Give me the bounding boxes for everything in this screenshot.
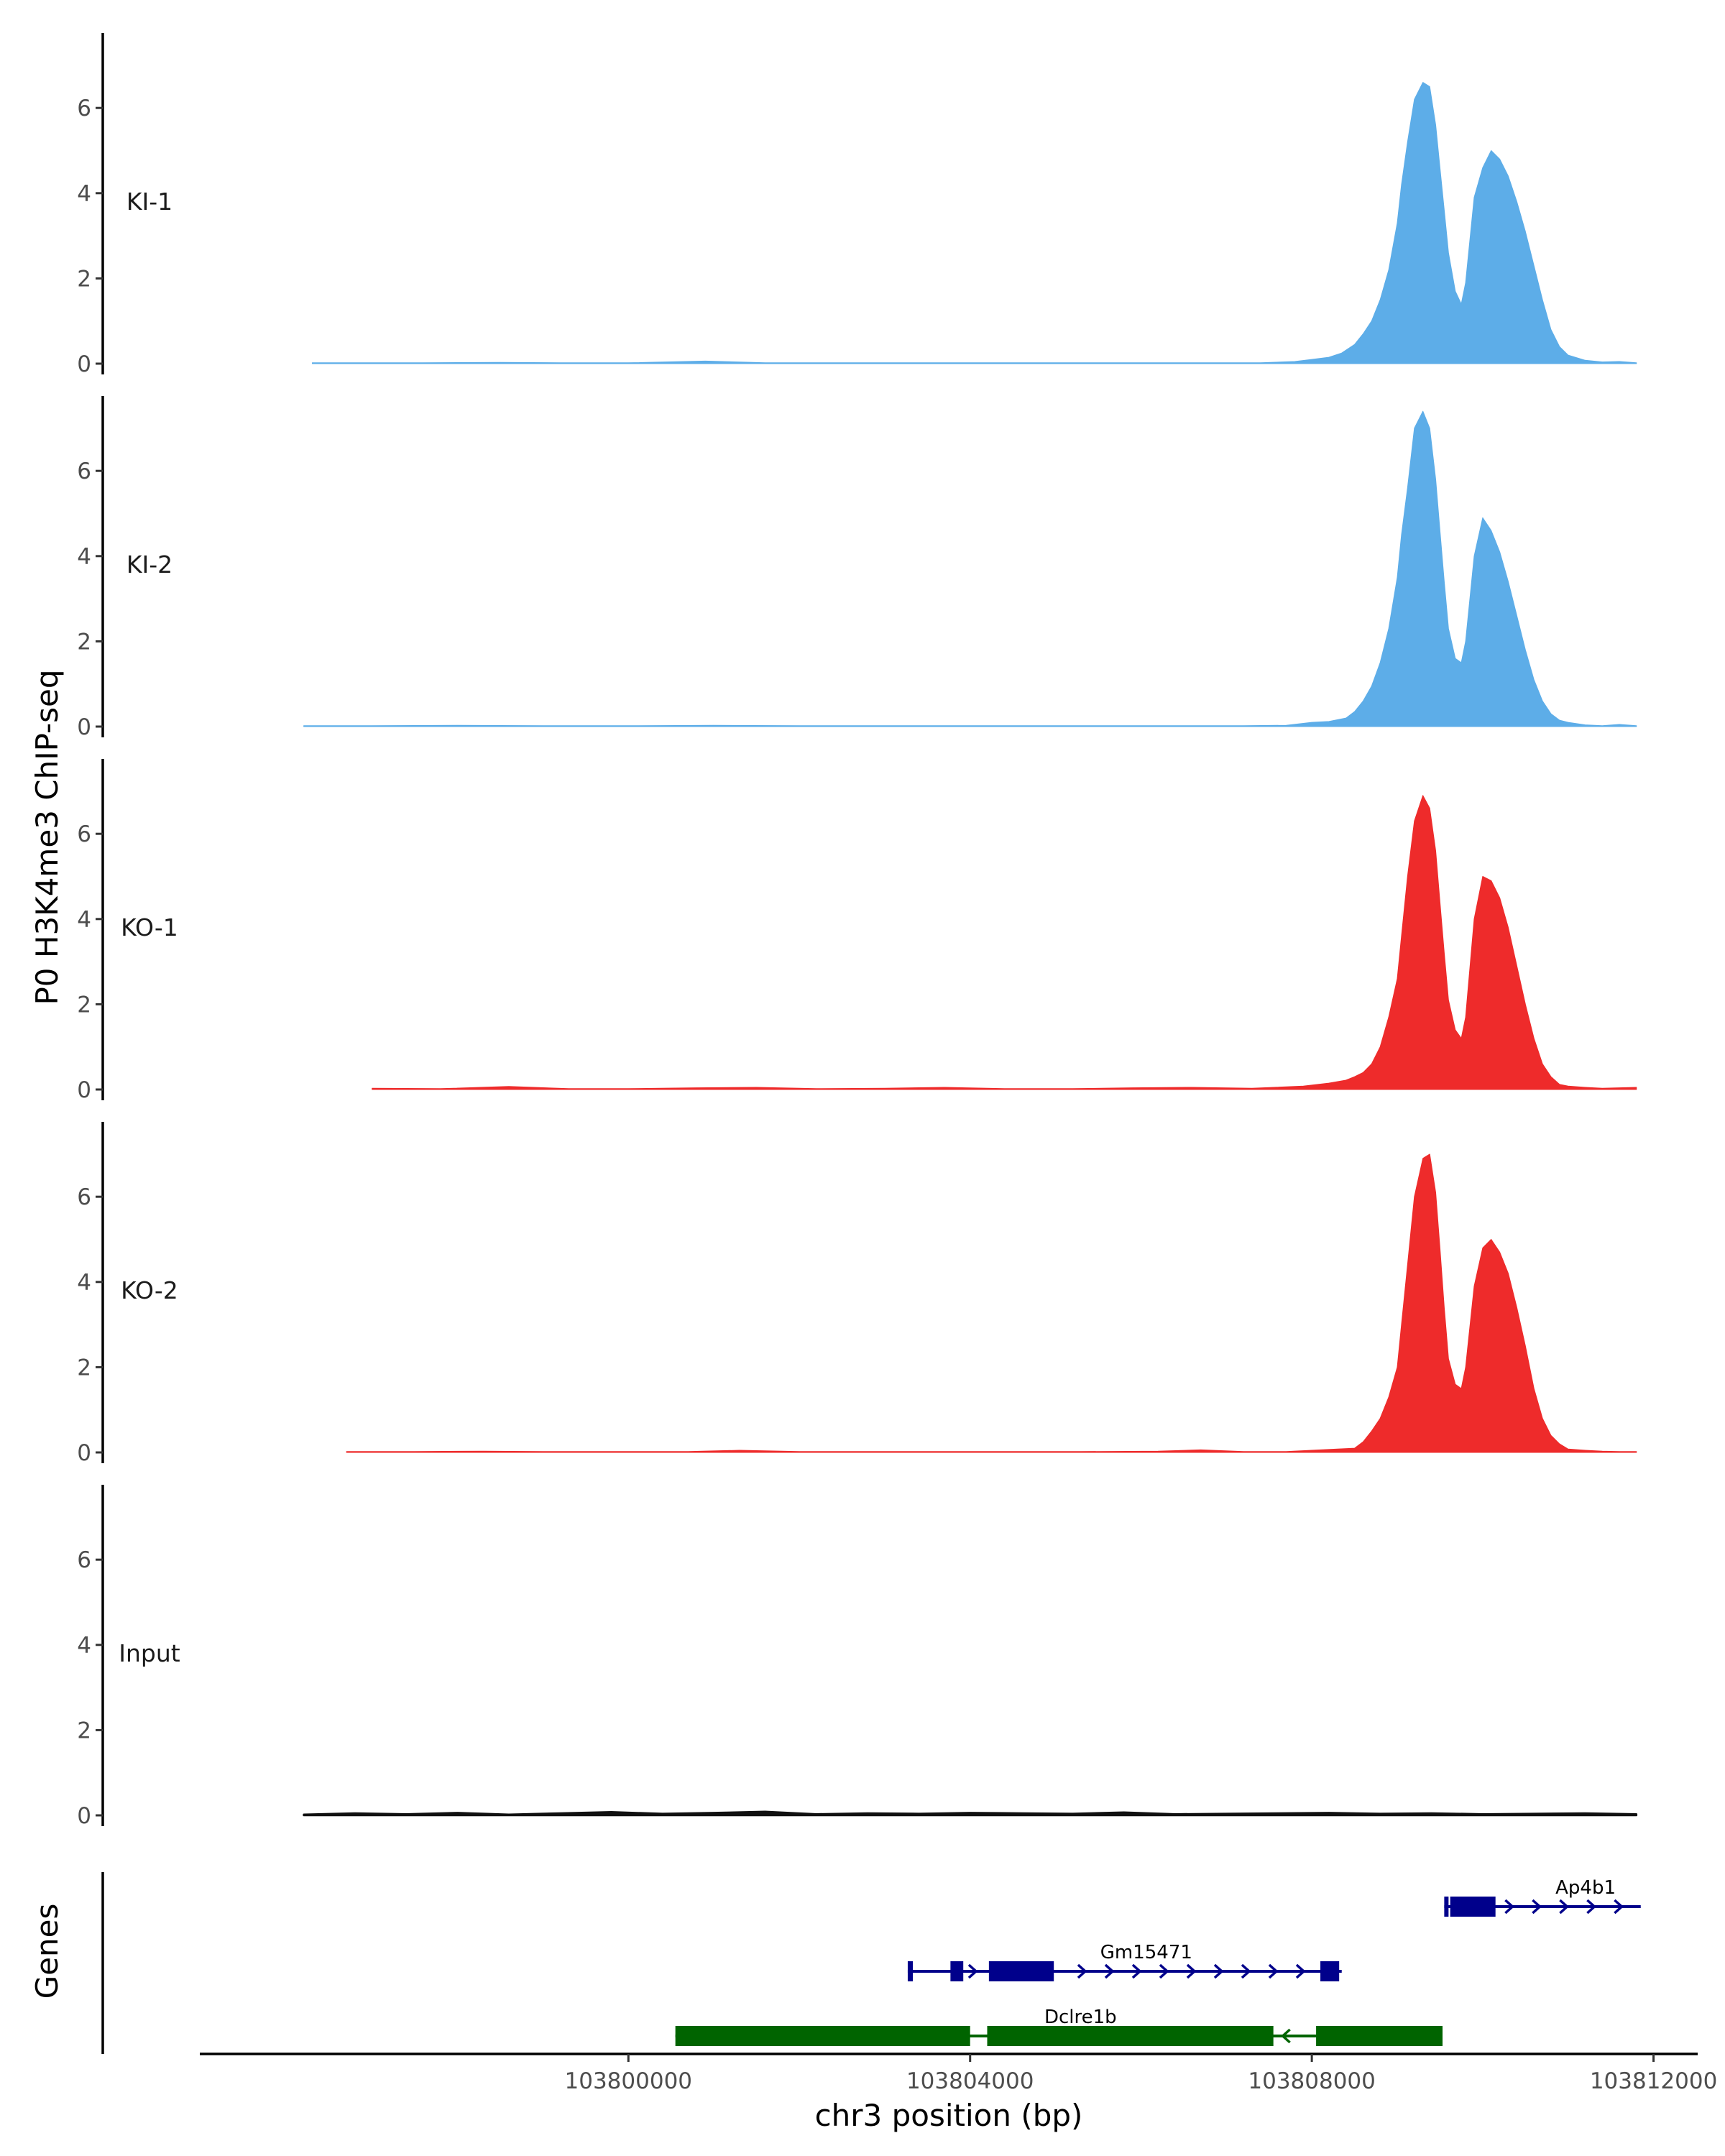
signal-area-ki-1	[312, 82, 1637, 364]
x-axis: 103800000 103804000 103808000 103812000	[200, 2053, 1718, 2094]
y-tick-label: 2	[77, 1355, 91, 1381]
y-tick-label: 6	[77, 1547, 91, 1573]
y-tick-label: 0	[77, 714, 91, 740]
signal-tracks: 0 2 4 6 KI-1 0 2 4 6 KI-2 0 2 4 6 KO-1 0 2 4 6 KO-2 0 2 4 6 Inpu…	[77, 33, 1638, 1829]
strand-arrow	[1131, 1963, 1142, 1979]
x-tick-label: 103808000	[1248, 2068, 1376, 2094]
gene-track: Ap4b1 Gm15471 Dclre1b	[101, 1872, 1641, 2054]
strand-arrow	[1281, 2028, 1291, 2044]
gene-gm15471: Gm15471	[907, 1942, 1342, 1981]
signal-area-ko-2	[346, 1153, 1637, 1453]
track-ko-1: 0 2 4 6 KO-1	[77, 759, 1637, 1103]
y-axis-title: P0 H3K4me3 ChIP-seq	[29, 669, 65, 1005]
strand-arrow	[1504, 1899, 1514, 1915]
x-tick-label: 103800000	[565, 2068, 693, 2094]
y-tick-label: 6	[77, 821, 91, 847]
strand-arrow	[1614, 1899, 1624, 1915]
y-tick-label: 2	[77, 629, 91, 655]
track-input: 0 2 4 6 Input	[77, 1485, 1638, 1829]
gene-exon	[1320, 1961, 1340, 1981]
strand-arrow	[1586, 1899, 1596, 1915]
strand-arrow	[1159, 1963, 1169, 1979]
signal-area-input	[303, 1810, 1638, 1817]
gene-exon	[950, 1961, 964, 1981]
signal-area-ko-1	[372, 795, 1637, 1090]
y-tick-label: 6	[77, 1184, 91, 1210]
strand-arrow	[1241, 1963, 1251, 1979]
strand-arrow	[1532, 1899, 1542, 1915]
strand-arrow	[1295, 1963, 1306, 1979]
genes-track-title: Genes	[29, 1904, 65, 1999]
track-label: KI-2	[126, 550, 172, 579]
track-label: KO-2	[121, 1276, 178, 1304]
y-tick-label: 0	[77, 1077, 91, 1103]
y-tick-label: 4	[77, 544, 91, 570]
y-tick-label: 2	[77, 1718, 91, 1743]
gene-label: Ap4b1	[1555, 1877, 1616, 1899]
y-tick-label: 4	[77, 1633, 91, 1659]
y-tick-label: 0	[77, 1803, 91, 1829]
gene-label: Dclre1b	[1044, 2007, 1117, 2028]
track-label: KI-1	[126, 188, 172, 216]
y-tick-label: 4	[77, 1270, 91, 1296]
x-axis-title: chr3 position (bp)	[815, 2098, 1083, 2133]
gene-exon	[988, 1961, 1054, 1981]
y-tick-label: 2	[77, 992, 91, 1018]
gene-exon	[1450, 1897, 1496, 1917]
gene-exon	[907, 1961, 914, 1981]
gene-label: Gm15471	[1100, 1942, 1192, 1963]
x-tick-label: 103804000	[906, 2068, 1034, 2094]
track-label: KO-1	[121, 913, 178, 941]
strand-arrow	[1559, 1899, 1569, 1915]
x-tick-label: 103812000	[1590, 2068, 1718, 2094]
strand-arrow	[1104, 1963, 1115, 1979]
y-tick-label: 2	[77, 266, 91, 292]
gene-dclre1b: Dclre1b	[675, 2007, 1443, 2046]
track-ko-2: 0 2 4 6 KO-2	[77, 1122, 1637, 1466]
track-label: Input	[119, 1639, 180, 1667]
track-ki-1: 0 2 4 6 KI-1	[77, 33, 1637, 377]
y-tick-label: 6	[77, 96, 91, 121]
strand-arrow	[967, 1963, 978, 1979]
y-tick-label: 4	[77, 907, 91, 933]
y-tick-label: 0	[77, 351, 91, 377]
strand-arrow	[1077, 1963, 1087, 1979]
y-tick-label: 4	[77, 181, 91, 207]
track-ki-2: 0 2 4 6 KI-2	[77, 396, 1637, 740]
gene-exon	[987, 2026, 1274, 2046]
strand-arrow	[1186, 1963, 1197, 1979]
strand-arrow	[1268, 1963, 1279, 1979]
y-tick-label: 6	[77, 459, 91, 484]
gene-exon	[675, 2026, 970, 2046]
gene-ap4b1: Ap4b1	[1444, 1877, 1641, 1917]
gene-exon	[1316, 2026, 1443, 2046]
gene-exon	[1444, 1897, 1449, 1917]
signal-area-ki-2	[303, 410, 1637, 727]
y-tick-label: 0	[77, 1440, 91, 1466]
strand-arrow	[1213, 1963, 1224, 1979]
